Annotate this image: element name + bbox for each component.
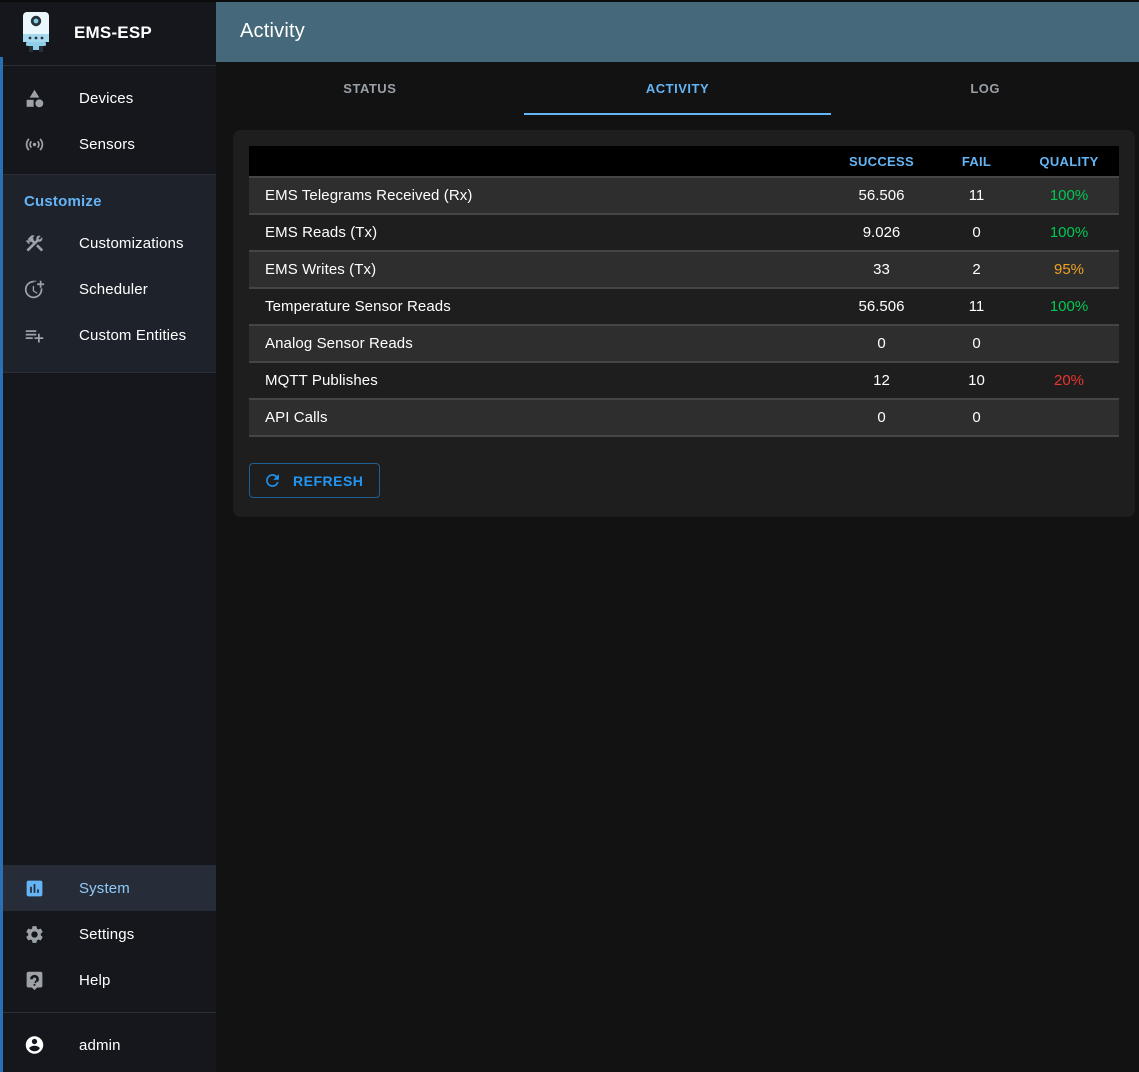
app-title: EMS-ESP [74,22,152,42]
sidebar-header: EMS-ESP [0,0,216,66]
table-row: MQTT Publishes 12 10 20% [249,362,1119,399]
activity-table: SUCCESS FAIL QUALITY EMS Telegrams Recei… [249,146,1119,437]
quality-cell: 20% [1053,372,1085,389]
fail-cell: 0 [972,224,981,241]
customize-section-label: Customize [24,193,102,210]
analytics-icon [26,880,43,896]
sidebar-item-devices[interactable]: Devices [0,75,216,121]
sidebar-item-label: System [79,879,130,897]
metric-name-cell: API Calls [265,409,328,426]
fail-cell: 11 [968,298,985,315]
fail-cell: 11 [968,187,985,204]
tab-log[interactable]: LOG [970,81,1001,96]
fail-cell: 10 [968,372,985,389]
table-row: EMS Reads (Tx) 9.026 0 100% [249,214,1119,251]
quality-cell: 100% [1049,224,1089,241]
sidebar-spacer [0,373,216,865]
ems-esp-logo-icon [16,10,56,56]
table-row: Temperature Sensor Reads 56.506 11 100% [249,288,1119,325]
refresh-button[interactable]: REFRESH [249,463,381,498]
fail-cell: 2 [972,261,981,278]
refresh-icon [266,474,279,487]
sidebar-item-label: Settings [79,925,135,943]
sidebar-item-label: Sensors [79,135,136,153]
tab-bar: STATUS ACTIVITY LOG [216,62,1139,115]
table-header-row: SUCCESS FAIL QUALITY [249,146,1119,177]
metric-column-header [249,146,829,177]
quality-column-header: QUALITY [1019,146,1119,177]
fail-cell: 0 [972,335,981,352]
metric-name-cell: EMS Reads (Tx) [265,224,378,241]
fail-column-header: FAIL [934,146,1019,177]
tab-activity[interactable]: ACTIVITY [523,62,832,115]
sidebar-item-system[interactable]: System [0,865,216,911]
sidebar-item-label: Scheduler [79,280,148,298]
table-row: EMS Telegrams Received (Rx) 56.506 11 100% [249,177,1119,214]
sidebar-main-nav: Devices Sensors [0,66,216,167]
sidebar-item-sensors[interactable]: Sensors [0,121,216,167]
help-icon [26,971,43,990]
sidebar-item-label: Customizations [79,234,184,252]
success-cell: 12 [873,372,890,389]
construction-icon [25,234,44,252]
sidebar-item-customizations[interactable]: Customizations [0,220,216,266]
refresh-button-label: REFRESH [293,472,364,489]
gear-icon [26,925,43,943]
account-circle-icon [25,1036,44,1054]
sidebar-bottom-nav: System Settings Help [0,865,216,1003]
page-title: Activity [240,19,305,42]
sidebar-item-help[interactable]: Help [0,957,216,1003]
quality-cell [1019,325,1119,362]
sidebar-item-label: Custom Entities [79,326,187,344]
divider [0,1012,216,1013]
table-row: EMS Writes (Tx) 33 2 95% [249,251,1119,288]
activity-card: SUCCESS FAIL QUALITY EMS Telegrams Recei… [233,130,1135,517]
window-top-edge [0,0,1139,2]
sensors-icon [25,137,44,151]
sidebar-item-label: Devices [79,89,134,107]
success-cell: 56.506 [858,187,905,204]
sidebar-bottom-pad [0,1068,216,1072]
metric-name-cell: Analog Sensor Reads [265,335,413,352]
tab-status[interactable]: STATUS [343,81,397,96]
more-time-icon [24,279,45,298]
sidebar-user-nav: admin [0,1022,216,1068]
main-content: Activity STATUS ACTIVITY LOG SUCCESS FAIL … [216,0,1139,1072]
success-cell: 9.026 [862,224,901,241]
sidebar: EMS-ESP Devices Sensors Customize Customi… [0,0,216,1072]
quality-cell: 100% [1049,187,1089,204]
table-row: Analog Sensor Reads 0 0 [249,325,1119,362]
success-column-header: SUCCESS [829,146,934,177]
success-cell: 33 [873,261,890,278]
table-row: API Calls 0 0 [249,399,1119,436]
sidebar-item-label: Help [79,971,111,989]
playlist-add-icon [25,329,44,342]
sidebar-item-settings[interactable]: Settings [0,911,216,957]
quality-cell [1019,399,1119,436]
quality-cell: 100% [1049,298,1089,315]
browser-edge-stripe [0,57,3,1072]
sidebar-customize-nav: Customizations Scheduler Custom Entities [0,220,216,358]
metric-name-cell: EMS Telegrams Received (Rx) [265,187,473,204]
sidebar-item-label: admin [79,1036,121,1054]
metric-name-cell: Temperature Sensor Reads [265,298,451,315]
success-cell: 0 [877,409,886,426]
sidebar-item-custom-entities[interactable]: Custom Entities [0,312,216,358]
success-cell: 0 [877,335,886,352]
metric-name-cell: MQTT Publishes [265,372,378,389]
sidebar-item-admin[interactable]: admin [0,1022,216,1068]
success-cell: 56.506 [858,298,905,315]
quality-cell: 95% [1053,261,1085,278]
metric-name-cell: EMS Writes (Tx) [265,261,377,278]
category-icon [26,89,44,107]
sidebar-item-scheduler[interactable]: Scheduler [0,266,216,312]
customize-section: Customize Customizations Scheduler Custom … [0,174,216,373]
fail-cell: 0 [972,409,981,426]
appbar: Activity [216,0,1139,62]
